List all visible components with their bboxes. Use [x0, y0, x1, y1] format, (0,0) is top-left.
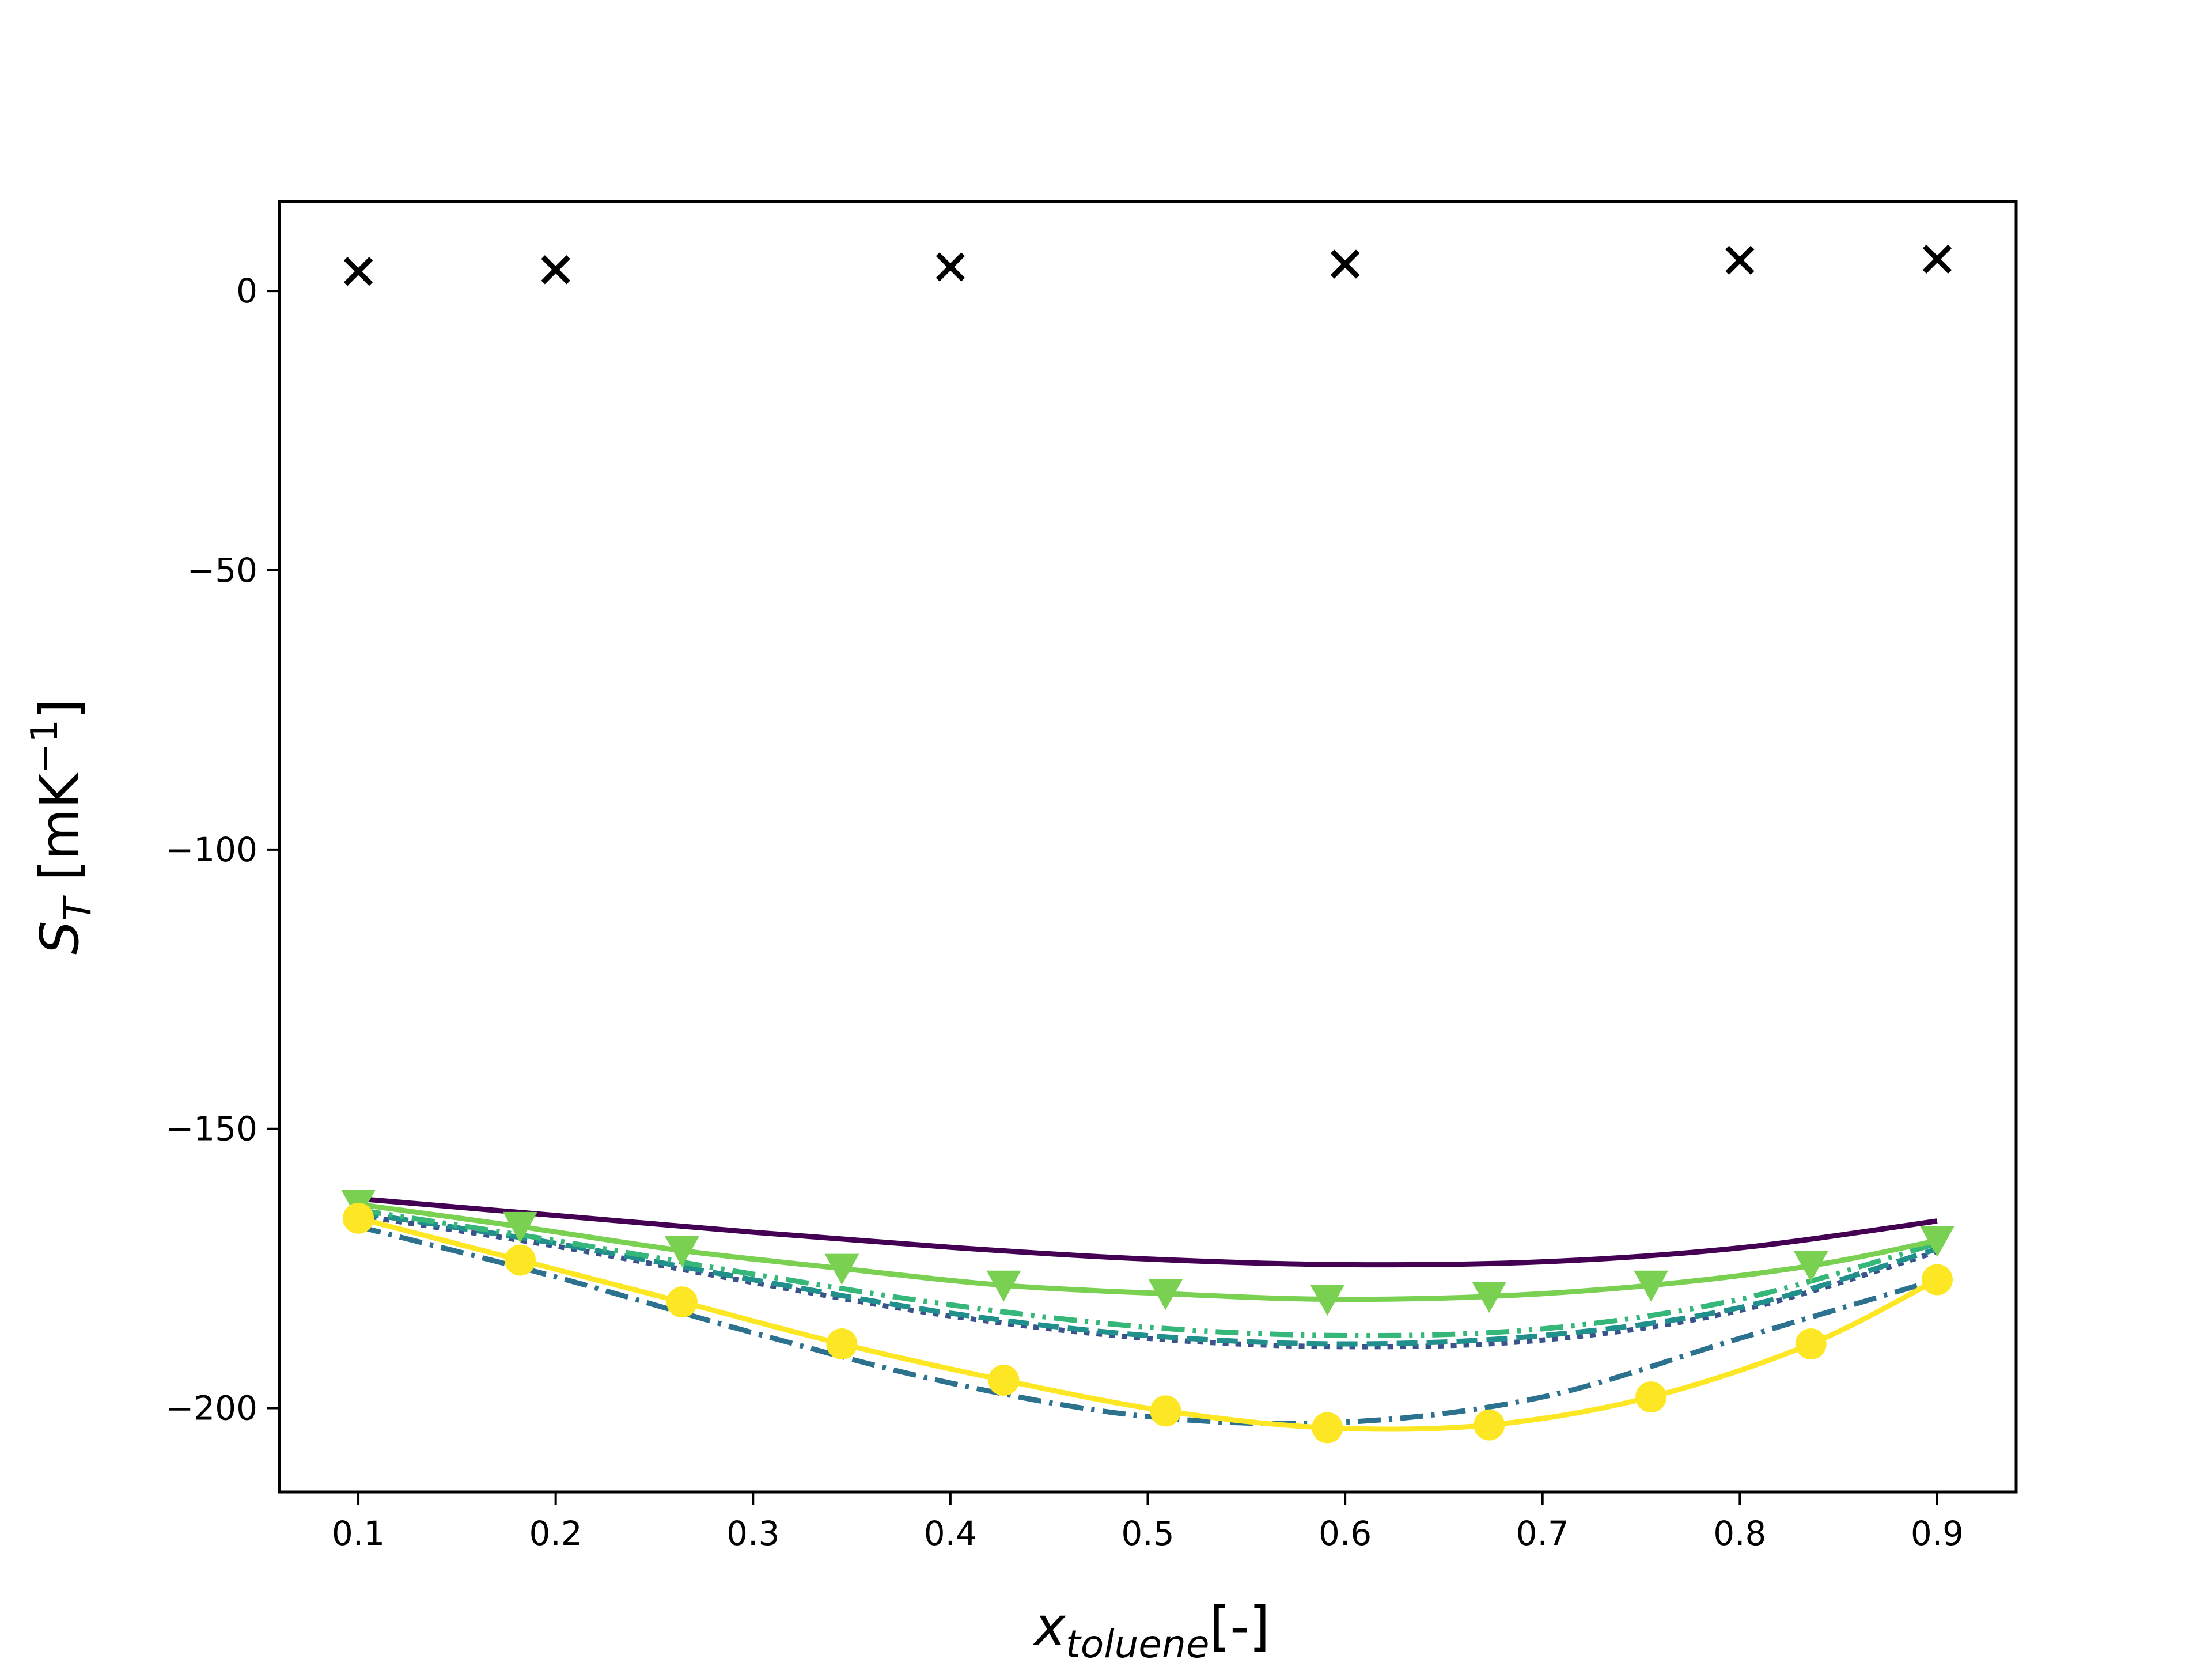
- series-6-marker: [1795, 1328, 1827, 1360]
- series-5-marker: [1793, 1251, 1828, 1282]
- y-tick-label: −200: [166, 1389, 257, 1428]
- series-6-marker: [1312, 1412, 1343, 1444]
- y-axis-label-units: [mK: [29, 772, 90, 898]
- x-tick-label: 0.9: [1911, 1514, 1964, 1553]
- y-axis-label-units-superscript: −1: [24, 719, 66, 774]
- series-6-marker: [1150, 1395, 1181, 1427]
- y-axis-label: ST [mK−1]: [24, 699, 100, 955]
- x-axis-label-subscript: toluene: [1066, 1622, 1209, 1659]
- series-7-marker: [935, 252, 965, 282]
- series-7-marker: [1922, 244, 1952, 274]
- series-6-marker: [1635, 1381, 1667, 1413]
- series-6-marker: [504, 1244, 536, 1276]
- series-7-marker: [541, 255, 570, 285]
- y-tick-label: −150: [166, 1109, 257, 1149]
- series-7-marker: [1725, 245, 1755, 275]
- x-tick-label: 0.7: [1516, 1514, 1569, 1553]
- marker-layer: [341, 244, 1955, 1444]
- series-7-marker: [343, 257, 373, 286]
- series-6-marker: [988, 1365, 1020, 1396]
- y-tick-label: −50: [187, 551, 257, 590]
- x-axis-label-suffix: [-]: [1209, 1596, 1270, 1657]
- y-axis-label-units-close: ]: [29, 699, 90, 719]
- series-1-line: [358, 1213, 1938, 1350]
- series-2-line: [358, 1210, 1938, 1347]
- series-5-marker: [1148, 1279, 1183, 1310]
- y-tick-label: −100: [166, 830, 257, 869]
- y-axis-label-subscript: T: [55, 895, 100, 921]
- series-6-marker: [1474, 1409, 1505, 1441]
- x-tick-label: 0.4: [924, 1514, 977, 1553]
- x-axis-label-main: x: [1033, 1596, 1067, 1657]
- series-7-marker: [1330, 249, 1360, 279]
- series-5-marker: [664, 1236, 699, 1267]
- x-tick-label: 0.3: [726, 1514, 779, 1553]
- series-5-marker: [1310, 1284, 1345, 1316]
- series-5-marker: [986, 1270, 1021, 1302]
- x-tick-label: 0.6: [1319, 1514, 1372, 1553]
- x-tick-label: 0.8: [1713, 1514, 1766, 1553]
- x-axis-label: xtoluene[-]: [1033, 1596, 1270, 1659]
- series-6-marker: [666, 1286, 698, 1318]
- series-6-marker: [826, 1328, 858, 1360]
- series-5-marker: [1472, 1282, 1507, 1313]
- series-3-line: [357, 1224, 1938, 1426]
- series-0-line: [358, 1196, 1938, 1268]
- y-axis-label-main: S: [29, 921, 90, 955]
- series-5-marker: [1634, 1270, 1669, 1302]
- x-tick-label: 0.5: [1121, 1514, 1174, 1553]
- y-axis-ticks: 0 −50 −100 −150 −200: [166, 271, 279, 1428]
- series-5-marker: [824, 1253, 859, 1285]
- x-axis-ticks: 0.1 0.2 0.3 0.4 0.5 0.6 0.7 0.8 0.9: [332, 1492, 1964, 1553]
- series-6-marker: [1921, 1264, 1953, 1296]
- x-tick-label: 0.2: [529, 1514, 582, 1553]
- x-tick-label: 0.1: [332, 1514, 385, 1553]
- series-6-marker: [343, 1202, 374, 1234]
- series-5-marker: [1919, 1226, 1955, 1257]
- y-tick-label: 0: [236, 271, 257, 310]
- series-5-marker: [502, 1211, 537, 1243]
